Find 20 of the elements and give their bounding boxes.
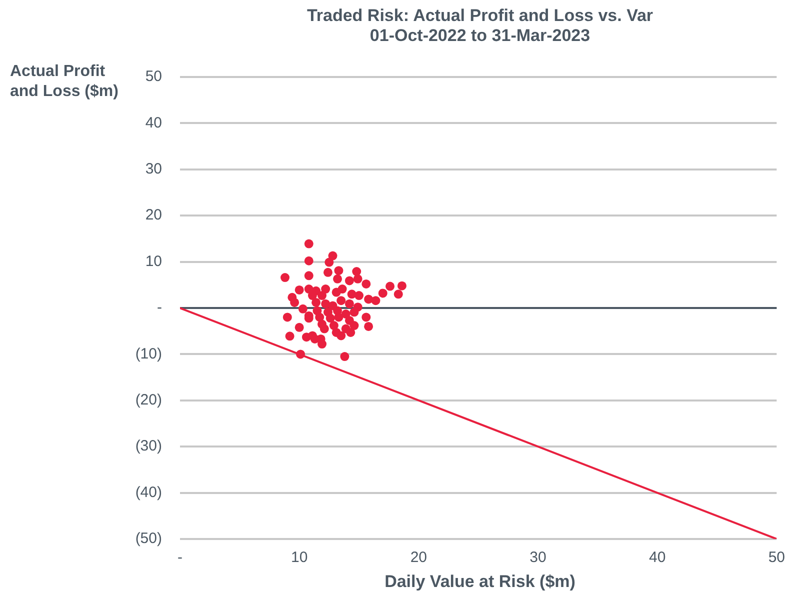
chart-title: Traded Risk: Actual Profit and Loss vs. Var 01-Oct-2022 to 31-Mar-2023 — [306, 6, 654, 46]
x-tick-label: 20 — [410, 549, 428, 566]
y-tick-label: 20 — [145, 206, 162, 224]
x-tick-label: 10 — [290, 549, 308, 566]
y-tick-label: - — [157, 299, 162, 316]
y-tick-label: 40 — [145, 114, 162, 132]
y-tick-label: 50 — [145, 68, 162, 86]
y-tick-label: 30 — [145, 160, 162, 178]
y-tick-label: (40) — [135, 484, 162, 501]
y-tick-label: (10) — [135, 345, 162, 362]
x-tick-label: 40 — [648, 549, 666, 566]
x-axis-title: Daily Value at Risk ($m) — [384, 572, 576, 592]
y-tick-label: (30) — [135, 438, 162, 455]
x-tick-label: 50 — [768, 549, 785, 566]
y-tick-label: 10 — [145, 252, 162, 270]
y-axis-title: Actual Profit and Loss ($m) — [10, 62, 120, 102]
x-tick-label: 30 — [530, 549, 546, 566]
x-tick-label: - — [178, 549, 182, 566]
y-tick-label: (50) — [135, 530, 162, 548]
y-tick-label: (20) — [135, 392, 162, 409]
